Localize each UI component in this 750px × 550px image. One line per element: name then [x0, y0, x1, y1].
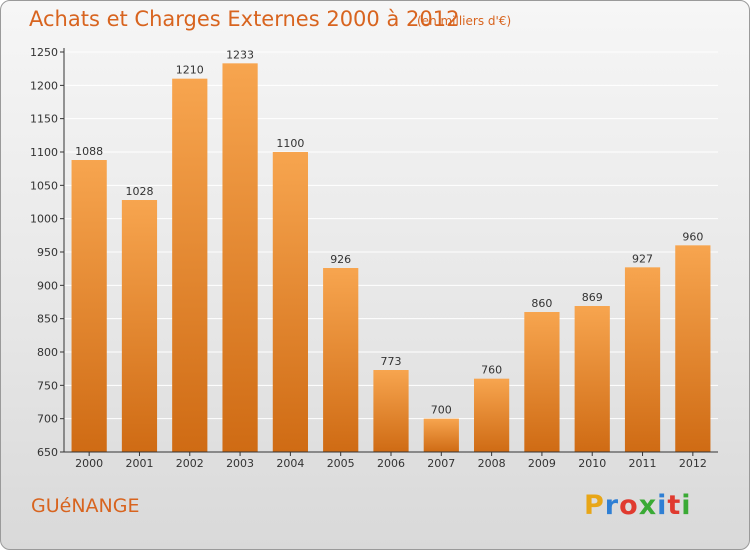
bar-2011 [624, 267, 661, 452]
bar-2003 [222, 63, 258, 452]
y-tick-label: 800 [37, 346, 58, 359]
bar-2000 [71, 160, 107, 452]
x-tick-label-2012: 2012 [679, 457, 707, 470]
y-tick-label: 1200 [30, 79, 58, 92]
y-tick-label: 700 [37, 413, 58, 426]
bar-2009 [524, 312, 560, 452]
x-tick-label-2006: 2006 [377, 457, 405, 470]
y-tick-label: 650 [37, 446, 58, 459]
y-tick-label: 1000 [30, 213, 58, 226]
bar-2005 [323, 268, 359, 452]
x-tick-label-2000: 2000 [75, 457, 103, 470]
data-label-2007: 700 [431, 404, 452, 417]
x-tick-label-2004: 2004 [276, 457, 304, 470]
x-tick-label-2007: 2007 [427, 457, 455, 470]
bar-2012 [675, 245, 711, 452]
data-label-2012: 960 [682, 230, 703, 243]
data-label-2001: 1028 [125, 185, 153, 198]
data-label-2003: 1233 [226, 48, 254, 61]
bar-2008 [474, 378, 510, 452]
logo-letter: P [584, 490, 605, 521]
chart-title: Achats et Charges Externes 2000 à 2012 [29, 7, 460, 31]
x-tick-label-2005: 2005 [327, 457, 355, 470]
logo-letter: o [619, 490, 639, 521]
logo-letter: i [681, 490, 692, 521]
data-label-2006: 773 [381, 355, 402, 368]
bar-2001 [121, 200, 158, 452]
x-tick-label-2010: 2010 [578, 457, 606, 470]
y-tick-label: 850 [37, 313, 58, 326]
logo-letter: t [667, 490, 682, 521]
x-tick-label-2009: 2009 [528, 457, 556, 470]
y-tick-label: 950 [37, 246, 58, 259]
data-label-2011: 927 [632, 252, 653, 265]
logo-letter: r [604, 490, 620, 521]
data-label-2005: 926 [330, 253, 351, 266]
bar-2004 [272, 152, 308, 452]
bar-2007 [423, 418, 459, 452]
x-tick-label-2011: 2011 [629, 457, 657, 470]
logo-letter: i [657, 490, 668, 521]
y-tick-label: 1150 [30, 113, 58, 126]
y-tick-label: 750 [37, 379, 58, 392]
bar-2002 [172, 78, 208, 453]
y-tick-label: 1050 [30, 179, 58, 192]
x-tick-label-2008: 2008 [478, 457, 506, 470]
y-tick-label: 1100 [30, 146, 58, 159]
x-tick-label-2001: 2001 [125, 457, 153, 470]
bars: 1088 1028 1210 1233 1100 926 773 700 760 860 869 92… [71, 48, 711, 453]
y-tick-label: 1250 [30, 46, 58, 59]
commune-name: GUéNANGE [31, 495, 140, 517]
proxiti-logo: Proxiti [584, 490, 692, 521]
data-label-2008: 760 [481, 364, 502, 377]
bar-2006 [373, 370, 409, 452]
chart-unit: (en milliers d'€) [417, 14, 512, 28]
data-label-2000: 1088 [75, 145, 103, 158]
data-label-2004: 1100 [276, 137, 304, 150]
x-tick-label-2003: 2003 [226, 457, 254, 470]
data-label-2010: 869 [582, 291, 603, 304]
x-tick-label-2002: 2002 [176, 457, 204, 470]
logo-letter: x [638, 490, 658, 521]
data-label-2009: 860 [531, 297, 552, 310]
data-label-2002: 1210 [176, 64, 204, 77]
bar-2010 [574, 306, 610, 452]
axes: 650 700 750 800 850 900 950 1000 1050 1100 1150 120… [30, 46, 718, 470]
y-tick-label: 900 [37, 279, 58, 292]
